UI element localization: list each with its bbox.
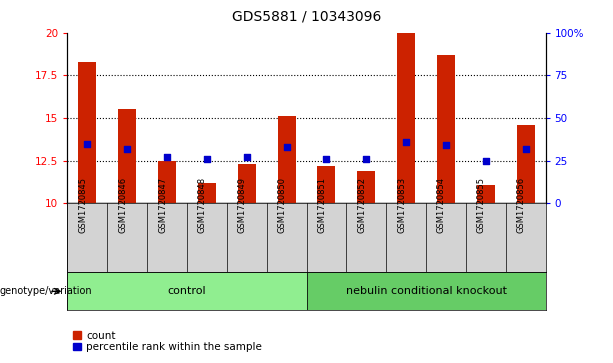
Bar: [238, 164, 256, 203]
Bar: [278, 116, 295, 203]
Text: GSM1720846: GSM1720846: [118, 177, 128, 233]
Point: [520, 146, 530, 152]
Point: [123, 146, 132, 152]
Bar: [397, 33, 415, 203]
Text: nebulin conditional knockout: nebulin conditional knockout: [346, 286, 506, 296]
Point: [481, 158, 491, 163]
Text: GSM1720850: GSM1720850: [278, 178, 287, 233]
Text: GSM1720854: GSM1720854: [437, 178, 446, 233]
Point: [242, 154, 252, 160]
Bar: [67, 272, 306, 310]
Bar: [437, 55, 455, 203]
Point: [362, 156, 371, 162]
Bar: [357, 171, 375, 203]
Bar: [158, 160, 176, 203]
Point: [402, 139, 411, 145]
Point: [441, 142, 451, 148]
Text: GSM1720847: GSM1720847: [158, 177, 167, 233]
Bar: [118, 109, 136, 203]
Text: GDS5881 / 10343096: GDS5881 / 10343096: [232, 9, 381, 23]
Text: GSM1720848: GSM1720848: [198, 177, 207, 233]
Point: [82, 141, 93, 147]
Text: GSM1720849: GSM1720849: [238, 178, 246, 233]
Text: GSM1720856: GSM1720856: [517, 177, 525, 233]
Bar: [198, 183, 216, 203]
Bar: [318, 166, 335, 203]
Legend: count, percentile rank within the sample: count, percentile rank within the sample: [72, 331, 262, 352]
Bar: [477, 184, 495, 203]
Text: GSM1720851: GSM1720851: [318, 178, 327, 233]
Point: [162, 154, 172, 160]
Bar: [306, 272, 546, 310]
Text: GSM1720845: GSM1720845: [78, 178, 88, 233]
Text: GSM1720852: GSM1720852: [357, 178, 367, 233]
Bar: [517, 125, 535, 203]
Point: [282, 144, 292, 150]
Text: GSM1720853: GSM1720853: [397, 177, 406, 233]
Text: control: control: [167, 286, 207, 296]
Point: [202, 156, 212, 162]
Bar: [78, 62, 96, 203]
Text: GSM1720855: GSM1720855: [477, 178, 486, 233]
Point: [322, 156, 332, 162]
Text: genotype/variation: genotype/variation: [0, 286, 93, 296]
